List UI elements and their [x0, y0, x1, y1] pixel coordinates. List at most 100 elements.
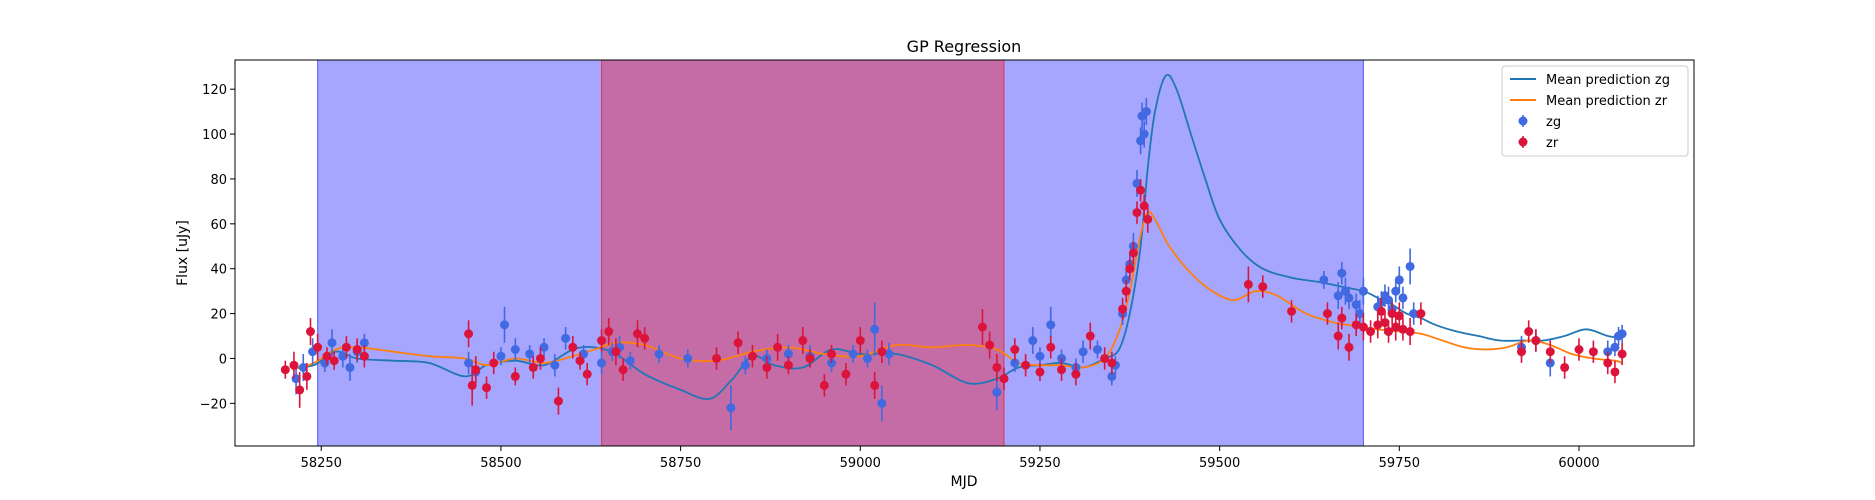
data-point-zg	[510, 345, 520, 354]
shaded-region-0	[317, 60, 1364, 446]
data-point-zg	[625, 356, 635, 366]
data-point-zg	[1141, 107, 1151, 117]
data-point-zr	[280, 365, 290, 375]
data-point-zr	[733, 338, 743, 348]
data-point-zr	[855, 336, 865, 346]
data-point-zg	[1333, 291, 1343, 301]
data-point-zr	[597, 336, 607, 346]
data-point-zr	[1384, 327, 1394, 337]
x-tick-label: 59500	[1199, 456, 1240, 471]
data-point-zg	[1405, 261, 1415, 271]
data-point-zg	[1035, 351, 1045, 361]
data-point-zr	[482, 383, 492, 393]
y-tick-label: 20	[210, 308, 227, 323]
data-point-zr	[712, 353, 722, 363]
data-point-zr	[528, 362, 538, 372]
data-point-zg	[1046, 320, 1056, 330]
data-point-zr	[977, 322, 987, 332]
data-point-zr	[1107, 358, 1117, 368]
data-point-zr	[773, 342, 783, 352]
data-point-zr	[1394, 311, 1404, 321]
data-point-zr	[575, 356, 585, 366]
data-point-zg	[525, 349, 535, 359]
legend-label: zg	[1546, 115, 1561, 130]
data-point-zr	[1617, 349, 1627, 359]
y-tick-label: 120	[202, 83, 227, 98]
data-point-zr	[1610, 367, 1620, 377]
data-point-zg	[1136, 136, 1146, 146]
x-tick-label: 59000	[840, 456, 881, 471]
data-point-zr	[1531, 336, 1541, 346]
x-axis-label: MJD	[951, 474, 978, 490]
data-point-zr	[471, 365, 481, 375]
data-point-zr	[1344, 342, 1354, 352]
data-point-zg	[1319, 275, 1329, 285]
data-point-zr	[1337, 313, 1347, 323]
data-point-zr	[1258, 282, 1268, 292]
data-point-zg	[1078, 347, 1088, 357]
data-point-zg	[298, 362, 308, 372]
data-point-zg	[1409, 309, 1419, 319]
data-point-zr	[295, 385, 305, 395]
legend-marker-swatch	[1518, 137, 1528, 147]
data-point-zr	[1574, 345, 1584, 354]
data-point-zg	[848, 349, 858, 359]
x-tick-label: 59250	[1019, 456, 1060, 471]
data-point-zr	[322, 351, 332, 361]
data-point-zr	[1136, 185, 1146, 195]
data-point-zr	[798, 336, 808, 346]
data-point-zr	[747, 351, 757, 361]
x-tick-label: 60000	[1558, 456, 1599, 471]
data-point-zr	[1588, 347, 1598, 357]
data-point-zr	[302, 371, 312, 381]
data-point-zr	[467, 380, 477, 390]
data-point-zr	[805, 353, 815, 363]
data-point-zg	[1340, 286, 1350, 296]
data-point-zg	[683, 353, 693, 363]
y-tick-label: −20	[200, 397, 227, 412]
y-tick-label: 60	[210, 218, 227, 233]
data-point-zr	[604, 327, 614, 337]
data-point-zr	[1125, 264, 1135, 274]
data-point-zg	[1344, 293, 1354, 303]
data-point-zg	[579, 349, 589, 359]
data-point-zg	[1351, 300, 1361, 310]
y-tick-label: 80	[210, 173, 227, 188]
data-point-zr	[553, 396, 563, 406]
data-point-zr	[992, 362, 1002, 372]
data-point-zg	[539, 342, 549, 352]
data-point-zg	[1028, 336, 1038, 346]
data-point-zr	[329, 356, 339, 366]
data-point-zr	[1322, 309, 1332, 319]
y-tick-label: 100	[202, 128, 227, 143]
data-point-zg	[992, 387, 1002, 397]
data-point-zr	[1057, 365, 1067, 375]
y-tick-label: 0	[219, 352, 227, 367]
y-axis: −20 0 20 40 60 80 100 120	[200, 83, 235, 412]
data-point-zg	[654, 349, 664, 359]
data-point-zr	[1035, 367, 1045, 377]
data-point-zr	[1121, 286, 1131, 296]
legend-label: Mean prediction zg	[1546, 73, 1670, 88]
data-point-zr	[783, 360, 793, 370]
series-line-zr	[292, 210, 1623, 371]
data-point-zr	[464, 329, 474, 339]
legend-label: Mean prediction zr	[1546, 94, 1668, 109]
data-point-zg	[1617, 329, 1627, 339]
data-point-zr	[582, 369, 592, 379]
data-point-zg	[1132, 178, 1142, 188]
data-point-zg	[740, 360, 750, 370]
data-point-zr	[341, 342, 351, 352]
x-axis: 58250 58500 58750 59000 59250 59500 59750 60000	[301, 446, 1600, 471]
data-point-zr	[289, 360, 299, 370]
data-point-zr	[827, 349, 837, 359]
data-point-zg	[884, 349, 894, 359]
data-point-zr	[1376, 306, 1386, 316]
data-point-zg	[338, 351, 348, 361]
data-point-zr	[568, 342, 578, 352]
data-point-zg	[1107, 371, 1117, 381]
data-point-zr	[1398, 324, 1408, 334]
data-point-zr	[313, 342, 323, 352]
y-axis-label: Flux [uJy]	[175, 220, 191, 286]
data-point-zr	[1366, 327, 1376, 337]
